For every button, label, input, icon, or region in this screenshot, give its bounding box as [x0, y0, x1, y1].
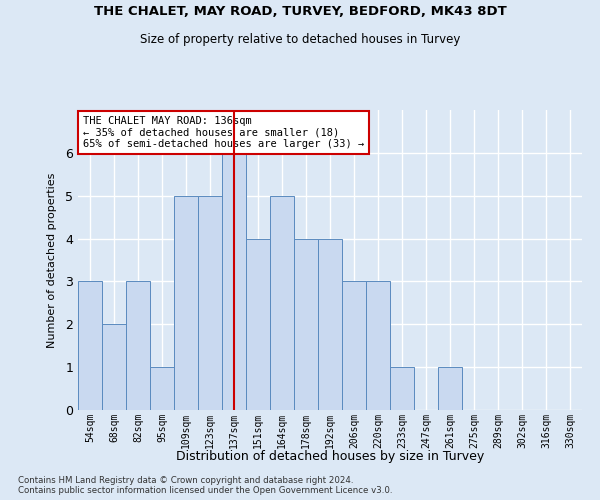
Text: Distribution of detached houses by size in Turvey: Distribution of detached houses by size …: [176, 450, 484, 463]
Bar: [198, 196, 222, 410]
Bar: [222, 153, 246, 410]
Bar: [246, 238, 270, 410]
Bar: [342, 282, 366, 410]
Bar: [126, 282, 150, 410]
Bar: [294, 238, 318, 410]
Bar: [318, 238, 342, 410]
Bar: [270, 196, 294, 410]
Bar: [438, 367, 462, 410]
Text: Size of property relative to detached houses in Turvey: Size of property relative to detached ho…: [140, 32, 460, 46]
Bar: [78, 282, 102, 410]
Y-axis label: Number of detached properties: Number of detached properties: [47, 172, 57, 348]
Bar: [102, 324, 126, 410]
Text: Contains HM Land Registry data © Crown copyright and database right 2024.
Contai: Contains HM Land Registry data © Crown c…: [18, 476, 392, 495]
Bar: [390, 367, 414, 410]
Bar: [174, 196, 198, 410]
Bar: [366, 282, 390, 410]
Text: THE CHALET, MAY ROAD, TURVEY, BEDFORD, MK43 8DT: THE CHALET, MAY ROAD, TURVEY, BEDFORD, M…: [94, 5, 506, 18]
Text: THE CHALET MAY ROAD: 136sqm
← 35% of detached houses are smaller (18)
65% of sem: THE CHALET MAY ROAD: 136sqm ← 35% of det…: [83, 116, 364, 149]
Bar: [150, 367, 174, 410]
